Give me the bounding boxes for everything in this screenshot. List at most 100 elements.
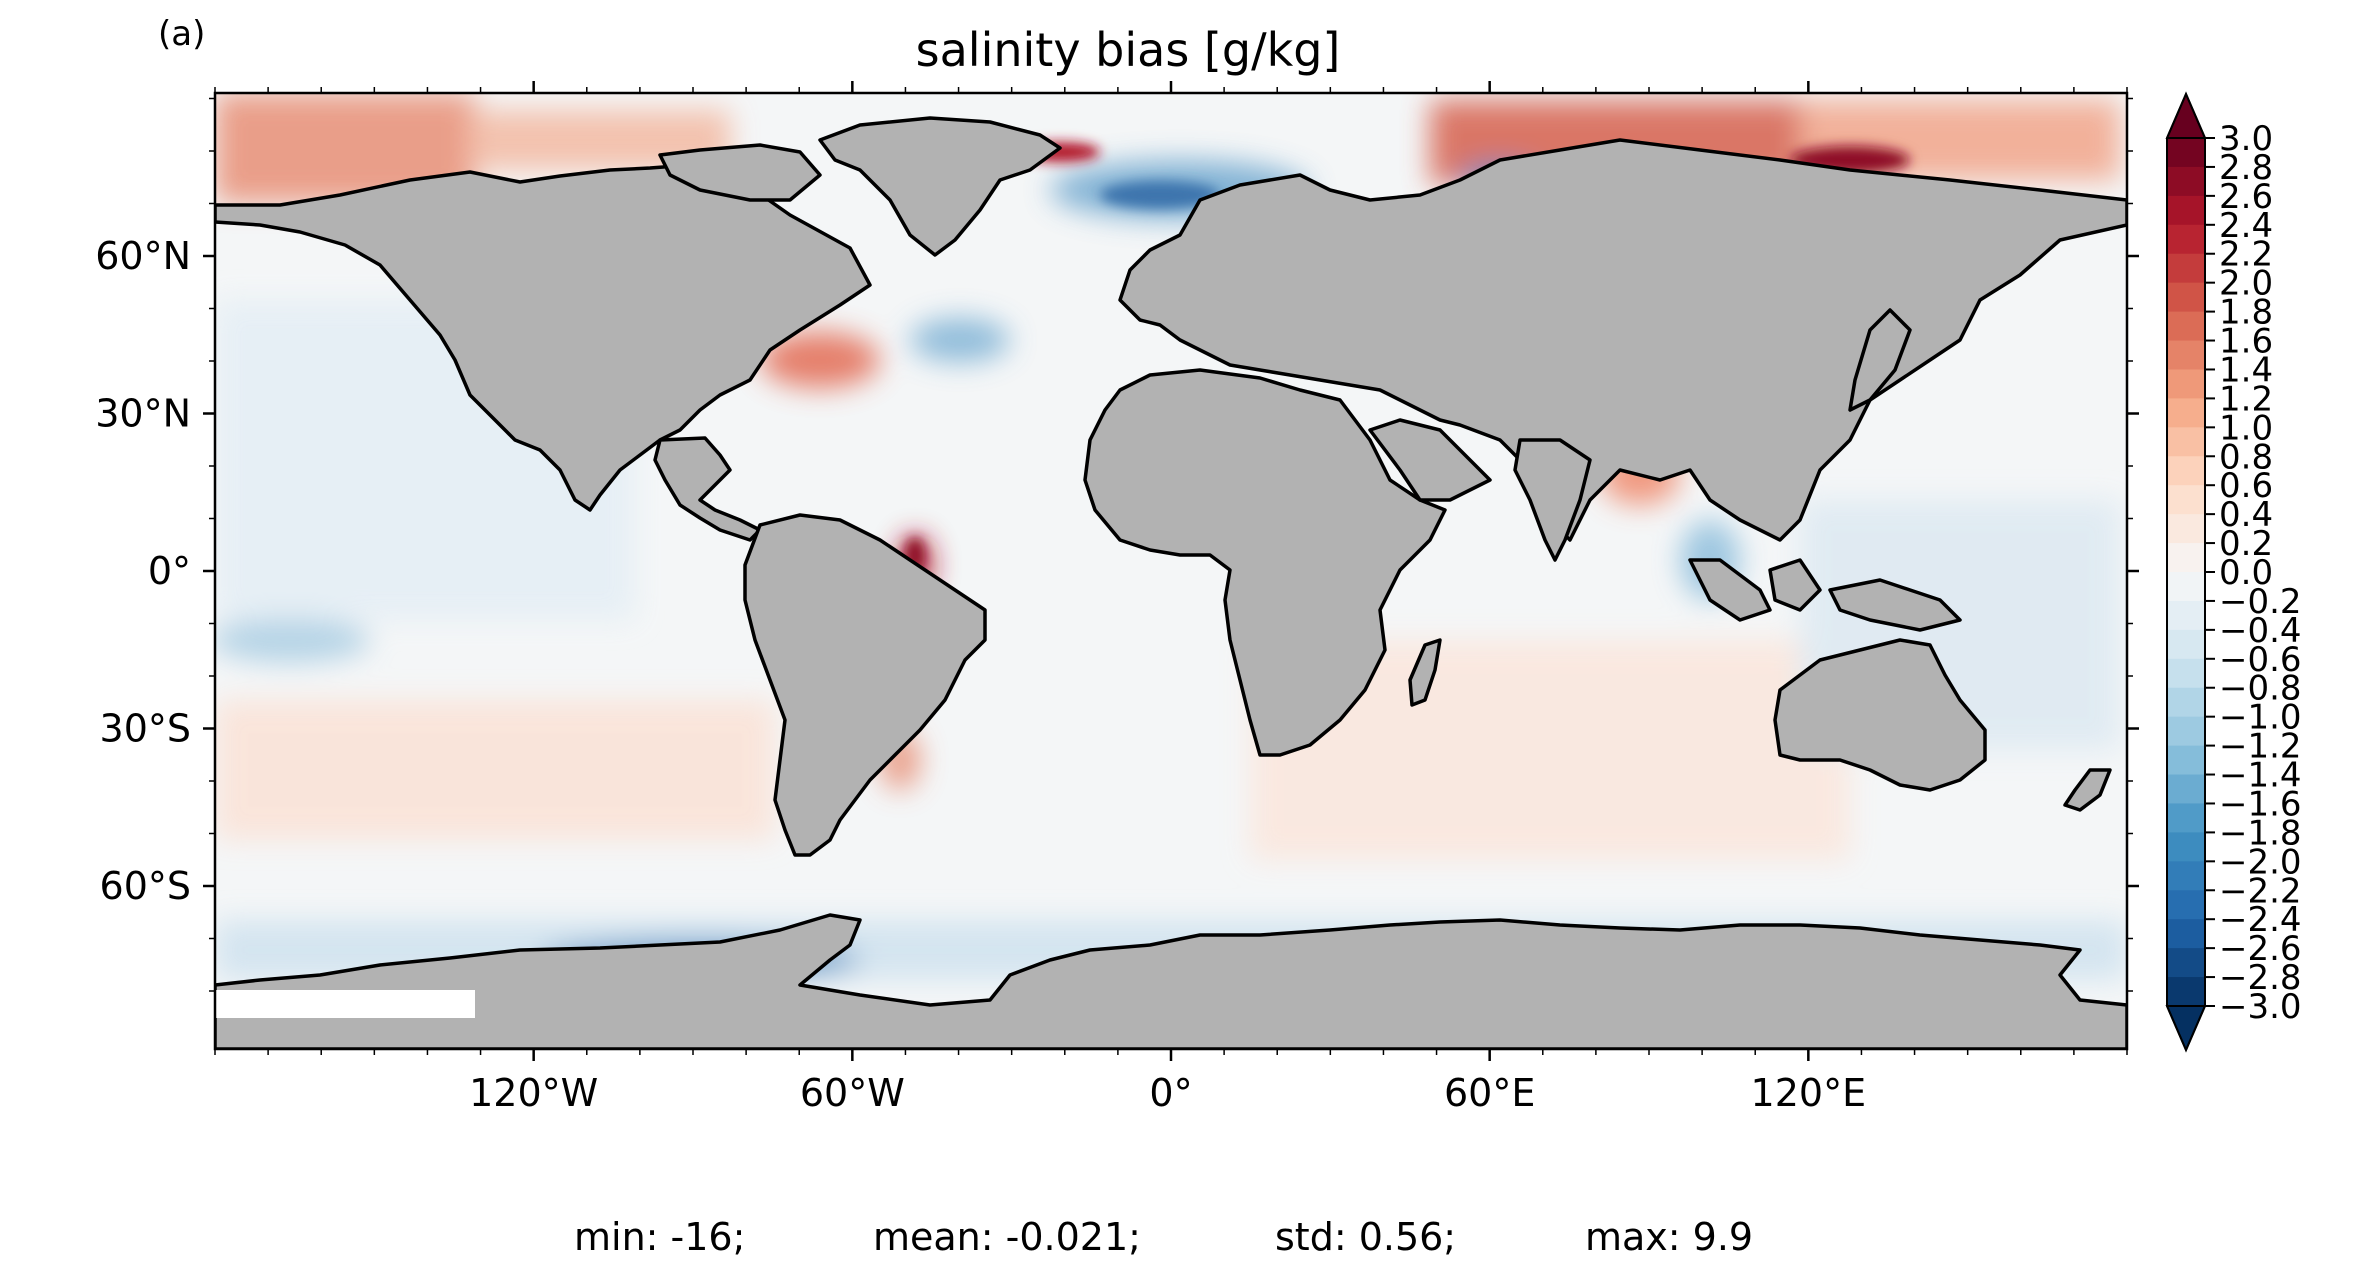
- lon-tick-label-4: 120°E: [1751, 1071, 1867, 1115]
- colorbar-tick-label: 0.4: [2219, 495, 2273, 535]
- colorbar-tick-label: −0.8: [2219, 669, 2302, 709]
- colorbar-segment: [2167, 485, 2205, 515]
- lon-tick-label-3: 60°E: [1444, 1071, 1535, 1115]
- map-panel: [215, 93, 2127, 1049]
- colorbar-segment: [2167, 311, 2205, 342]
- lat-tick-label-0: 60°N: [95, 234, 191, 278]
- colorbar-extend-min: [2165, 1005, 2207, 1053]
- colorbar-tick-label: 0.6: [2219, 466, 2273, 506]
- colorbar-tick-label: −2.4: [2219, 900, 2302, 940]
- colorbar-segment: [2167, 600, 2205, 631]
- colorbar-segment: [2167, 282, 2205, 313]
- madagascar: [1408, 638, 1442, 707]
- colorbar-tick-label: −3.0: [2219, 987, 2302, 1027]
- hudson-bay-islands: [658, 143, 822, 202]
- colorbar-segment: [2167, 166, 2205, 197]
- stat-std: std: 0.56;: [1275, 1215, 1456, 1259]
- colorbar-segment: [2167, 861, 2205, 891]
- colorbar-tick-label: −1.8: [2219, 813, 2302, 853]
- map-title: salinity bias [g/kg]: [916, 23, 1341, 77]
- colorbar-extend-max: [2165, 91, 2207, 139]
- colorbar-tick-label: 2.2: [2219, 235, 2273, 275]
- colorbar-tick-label: 1.2: [2219, 379, 2273, 419]
- colorbar-segment: [2167, 543, 2205, 573]
- lon-tick-label-1: 60°W: [800, 1071, 905, 1115]
- colorbar-segment: [2167, 629, 2205, 660]
- colorbar-tick-label: 1.6: [2219, 322, 2273, 362]
- colorbar-segment: [2167, 745, 2205, 776]
- colorbar-tick-label: 1.0: [2219, 408, 2273, 448]
- lat-tick-label-1: 30°N: [95, 392, 191, 436]
- colorbar-segment: [2167, 716, 2205, 747]
- colorbar-segment: [2167, 890, 2205, 920]
- colorbar-segment: [2167, 369, 2205, 399]
- colorbar-segment: [2167, 456, 2205, 486]
- stat-mean: mean: -0.021;: [873, 1215, 1141, 1259]
- colorbar-segment: [2167, 832, 2205, 862]
- colorbar-tick-label: −1.0: [2219, 698, 2302, 738]
- panel-label: (a): [158, 14, 205, 54]
- colorbar: 3.02.82.62.42.22.01.81.61.41.21.00.80.60…: [2165, 91, 2302, 1053]
- colorbar-tick-label: 2.4: [2219, 206, 2273, 246]
- colorbar-segment: [2167, 919, 2205, 949]
- colorbar-tick-label: 2.0: [2219, 264, 2273, 304]
- stat-max: max: 9.9: [1585, 1215, 1753, 1259]
- colorbar-segment: [2167, 774, 2205, 805]
- colorbar-segment: [2167, 572, 2205, 602]
- colorbar-segment: [2167, 340, 2205, 371]
- lon-tick-label-2: 0°: [1149, 1071, 1192, 1115]
- lat-tick-label-3: 30°S: [100, 707, 191, 751]
- arabia: [1368, 418, 1492, 502]
- colorbar-tick-label: −1.2: [2219, 727, 2302, 767]
- colorbar-segment: [2167, 398, 2205, 428]
- colorbar-tick-label: −0.6: [2219, 640, 2302, 680]
- lon-tick-label-0: 120°W: [469, 1071, 598, 1115]
- colorbar-tick-label: −2.2: [2219, 871, 2302, 911]
- lat-tick-label-2: 0°: [148, 549, 191, 593]
- greenland: [818, 116, 1062, 257]
- colorbar-segment: [2167, 224, 2205, 255]
- statistics-line: min: -16; mean: -0.021; std: 0.56; max: …: [574, 1215, 1753, 1259]
- colorbar-tick-label: 3.0: [2219, 119, 2273, 159]
- colorbar-tick-label: 0.2: [2219, 524, 2273, 564]
- lat-tick-label-4: 60°S: [100, 864, 191, 908]
- north-america: [215, 163, 872, 512]
- colorbar-tick-label: 1.4: [2219, 350, 2273, 390]
- india: [1513, 438, 1592, 562]
- colorbar-tick-label: 0.8: [2219, 437, 2273, 477]
- colorbar-tick-label: −1.4: [2219, 756, 2302, 796]
- colorbar-tick-label: 1.8: [2219, 293, 2273, 333]
- colorbar-segment: [2167, 195, 2205, 226]
- colorbar-tick-label: 2.8: [2219, 148, 2273, 188]
- colorbar-tick-label: 2.6: [2219, 177, 2273, 217]
- japan: [1848, 308, 1912, 412]
- central-america: [653, 436, 762, 542]
- colorbar-segment: [2167, 427, 2205, 457]
- colorbar-segment: [2167, 803, 2205, 833]
- antarctica: [215, 913, 2127, 1049]
- colorbar-segment: [2167, 514, 2205, 544]
- colorbar-tick-label: 0.0: [2219, 553, 2273, 593]
- land-masses: [215, 116, 2127, 1049]
- colorbar-tick-label: −2.0: [2219, 842, 2302, 882]
- antarctic-ice-white: [215, 990, 475, 1018]
- minor-ticks: [209, 87, 2133, 1055]
- colorbar-segment: [2167, 977, 2205, 1007]
- south-america: [743, 513, 987, 857]
- colorbar-tick-label: −1.6: [2219, 784, 2302, 824]
- colorbar-segment: [2167, 658, 2205, 689]
- colorbar-tick-label: −2.8: [2219, 958, 2302, 998]
- australia: [1773, 638, 1987, 792]
- colorbar-segment: [2167, 253, 2205, 284]
- colorbar-tick-label: −2.6: [2219, 929, 2302, 969]
- longitude-axis: 120°W 60°W 0° 60°E 120°E: [469, 81, 1866, 1115]
- africa: [1083, 368, 1447, 757]
- stat-min: min: -16;: [574, 1215, 745, 1259]
- colorbar-segment: [2167, 687, 2205, 718]
- colorbar-segment: [2167, 948, 2205, 978]
- eurasia: [1118, 138, 2127, 542]
- colorbar-tick-label: −0.4: [2219, 611, 2302, 651]
- colorbar-segment: [2167, 138, 2205, 168]
- colorbar-tick-label: −0.2: [2219, 582, 2302, 622]
- maritime-se-asia: [1688, 558, 1962, 632]
